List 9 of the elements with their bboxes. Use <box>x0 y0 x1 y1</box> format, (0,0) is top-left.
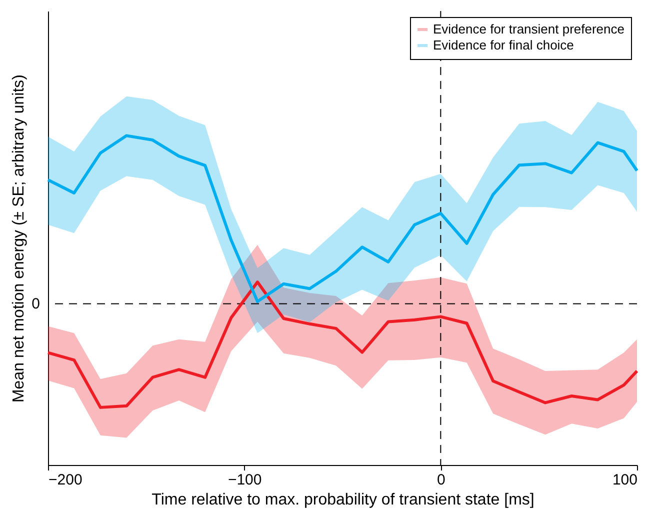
y-axis-title: Mean net motion energy (± SE; arbitrary units) <box>10 74 28 403</box>
x-tick-label: 100 <box>612 472 638 488</box>
x-tick-label: −100 <box>228 472 262 488</box>
x-tick-label: −200 <box>48 472 82 488</box>
x-axis-title: Time relative to max. probability of transient state [ms] <box>152 492 534 508</box>
legend-label: Evidence for final choice <box>433 38 574 52</box>
ref-line-label: 0 <box>32 296 40 313</box>
legend-label: Evidence for transient preference <box>433 22 624 36</box>
x-tick-label: 0 <box>436 472 446 488</box>
